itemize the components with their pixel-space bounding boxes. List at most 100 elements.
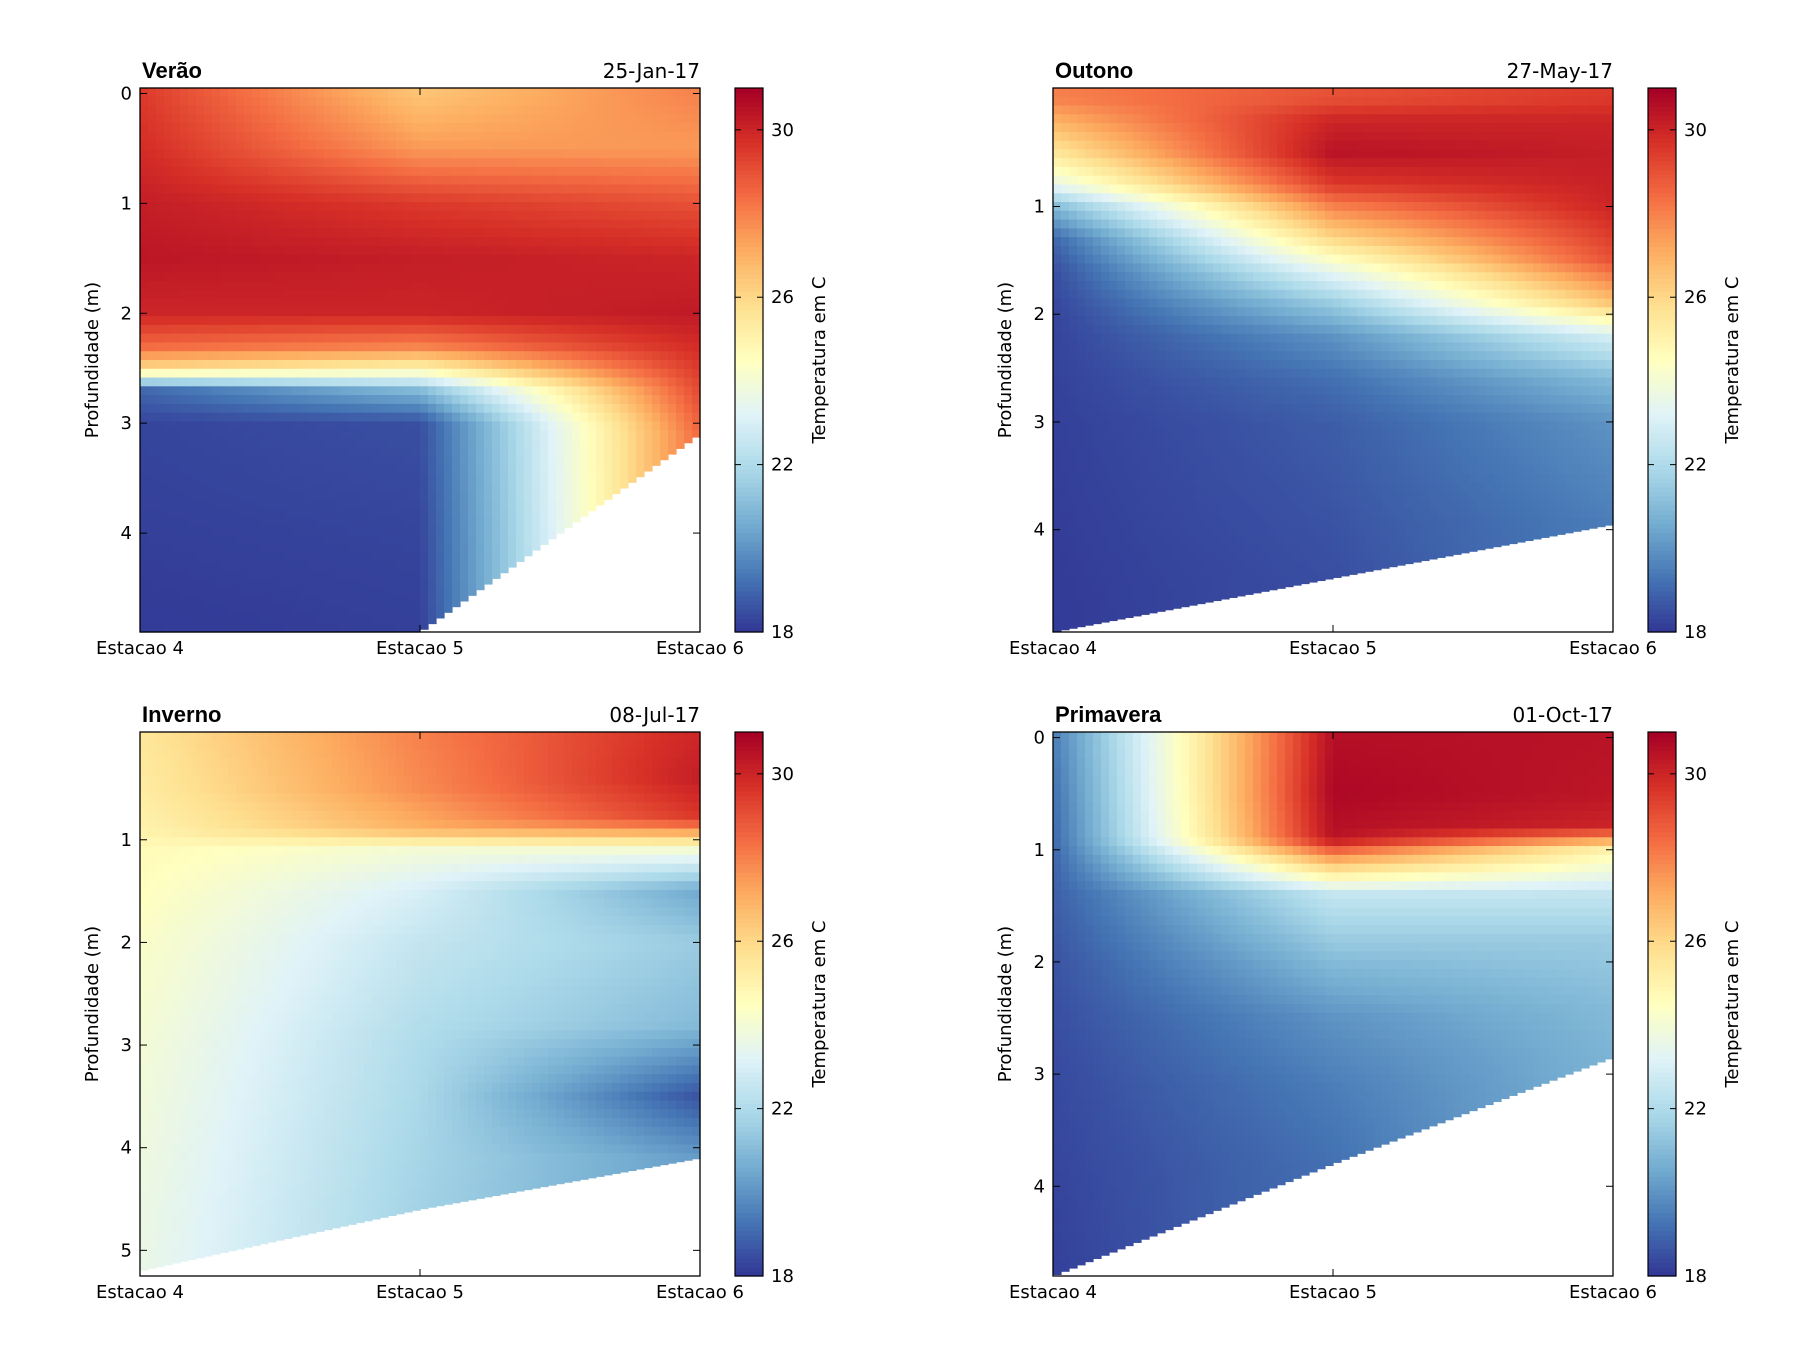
temperature-cell: [524, 526, 533, 537]
temperature-cell: [388, 281, 397, 291]
temperature-cell: [436, 500, 445, 510]
temperature-cell: [332, 202, 341, 212]
temperature-cell: [212, 403, 221, 414]
temperature-cell: [676, 298, 685, 308]
temperature-cell: [316, 395, 325, 405]
temperature-cell: [444, 237, 453, 247]
temperature-cell: [484, 324, 493, 335]
temperature-cell: [180, 298, 189, 308]
temperature-cell: [476, 184, 485, 194]
temperature-cell: [412, 553, 421, 563]
temperature-cell: [620, 377, 629, 387]
temperature-cell: [436, 360, 445, 370]
temperature-cell: [484, 96, 493, 107]
temperature-cell: [1133, 588, 1142, 598]
temperature-cell: [164, 386, 173, 396]
temperature-cell: [356, 324, 365, 335]
temperature-cell: [452, 210, 461, 221]
temperature-cell: [364, 351, 373, 361]
temperature-cell: [1125, 360, 1134, 370]
temperature-cell: [140, 596, 149, 607]
temperature-cell: [452, 465, 461, 475]
temperature-cell: [1061, 465, 1070, 475]
temperature-cell: [492, 509, 501, 519]
temperature-cell: [148, 272, 157, 282]
temperature-cell: [1133, 351, 1142, 361]
colorbar-segment: [735, 432, 763, 438]
temperature-cell: [668, 298, 677, 308]
temperature-cell: [364, 438, 373, 449]
temperature-cell: [188, 517, 197, 528]
temperature-cell: [636, 316, 645, 326]
temperature-cell: [1053, 316, 1062, 326]
colorbar-segment: [735, 514, 763, 520]
temperature-cell: [1101, 298, 1110, 308]
temperature-cell: [380, 368, 389, 379]
temperature-cell: [484, 395, 493, 405]
temperature-cell: [444, 570, 453, 580]
temperature-cell: [276, 482, 285, 493]
temperature-cell: [340, 210, 349, 221]
temperature-cell: [468, 447, 477, 458]
temperature-cell: [1085, 342, 1094, 352]
temperature-cell: [396, 570, 405, 580]
temperature-cell: [1109, 324, 1118, 335]
temperature-cell: [148, 237, 157, 247]
temperature-cell: [1061, 237, 1070, 247]
temperature-cell: [196, 175, 205, 186]
temperature-cell: [596, 333, 605, 344]
temperature-cell: [204, 289, 213, 300]
temperature-cell: [636, 342, 645, 352]
temperature-cell: [652, 447, 661, 458]
temperature-cell: [204, 166, 213, 177]
temperature-cell: [236, 245, 245, 256]
temperature-cell: [1149, 149, 1158, 159]
temperature-cell: [300, 526, 309, 537]
temperature-cell: [1101, 114, 1110, 124]
temperature-cell: [604, 193, 613, 203]
temperature-cell: [1053, 351, 1062, 361]
temperature-cell: [172, 395, 181, 405]
temperature-cell: [396, 377, 405, 387]
temperature-cell: [276, 579, 285, 589]
temperature-cell: [1101, 166, 1110, 177]
temperature-cell: [460, 491, 469, 501]
temperature-cell: [252, 123, 261, 133]
temperature-cell: [356, 245, 365, 256]
temperature-cell: [532, 140, 541, 151]
temperature-cell: [540, 307, 549, 317]
temperature-cell: [1109, 482, 1118, 493]
temperature-cell: [348, 202, 357, 212]
temperature-cell: [652, 263, 661, 273]
temperature-cell: [428, 421, 437, 431]
temperature-cell: [540, 421, 549, 431]
temperature-cell: [604, 298, 613, 308]
temperature-cell: [676, 403, 685, 414]
temperature-cell: [348, 351, 357, 361]
temperature-cell: [484, 509, 493, 519]
temperature-cell: [1117, 447, 1126, 458]
temperature-cell: [1077, 88, 1086, 98]
temperature-cell: [348, 123, 357, 133]
temperature-cell: [660, 123, 669, 133]
temperature-cell: [140, 570, 149, 580]
temperature-cell: [636, 272, 645, 282]
temperature-cell: [564, 491, 573, 501]
temperature-cell: [300, 438, 309, 449]
temperature-cell: [1093, 272, 1102, 282]
temperature-cell: [460, 535, 469, 545]
temperature-cell: [148, 561, 157, 572]
temperature-cell: [204, 237, 213, 247]
temperature-cell: [268, 561, 277, 572]
temperature-cell: [1061, 403, 1070, 414]
temperature-cell: [348, 605, 357, 616]
temperature-cell: [396, 210, 405, 221]
temperature-cell: [1061, 535, 1070, 545]
temperature-cell: [652, 421, 661, 431]
temperature-cell: [484, 88, 493, 98]
temperature-cell: [444, 403, 453, 414]
temperature-cell: [1069, 553, 1078, 563]
temperature-cell: [628, 114, 637, 124]
temperature-cell: [540, 105, 549, 115]
temperature-cell: [1117, 96, 1126, 107]
